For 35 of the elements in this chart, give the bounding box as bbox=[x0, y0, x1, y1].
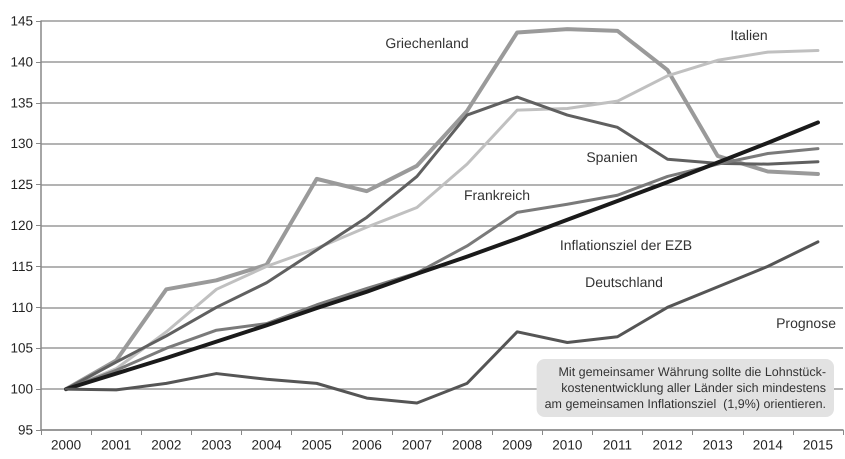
x-tick-label: 2008 bbox=[452, 438, 482, 452]
y-tick-label: 140 bbox=[10, 54, 33, 70]
x-tick-label: 2005 bbox=[302, 438, 332, 452]
y-tick-label: 115 bbox=[11, 258, 33, 274]
y-tick-label: 95 bbox=[18, 422, 33, 438]
y-tick-label: 130 bbox=[10, 136, 33, 152]
y-tick-label: 120 bbox=[10, 218, 33, 233]
x-tick-label: 2009 bbox=[502, 438, 532, 452]
annotation: Mit gemeinsamer Währung sollte die Lohnstück- kostenentwicklung aller Länder sich mindestens am gemeinsamen Inflationsziel (1,9%) orientieren. bbox=[544, 365, 826, 411]
x-tick-label: 2013 bbox=[702, 438, 733, 452]
x-tick-label: 2001 bbox=[101, 438, 132, 452]
series-label: Inflationsziel der EZB bbox=[560, 237, 692, 253]
x-tick-label: 2014 bbox=[752, 438, 784, 452]
x-tick-label: 2007 bbox=[402, 438, 432, 452]
text: Griechenland bbox=[385, 35, 469, 51]
series-label: Deutschland bbox=[585, 274, 663, 290]
x-tick-label: 2004 bbox=[252, 438, 282, 452]
series-label: Frankreich bbox=[464, 187, 530, 203]
series-label: Spanien bbox=[586, 149, 638, 165]
x-tick-label: 2002 bbox=[151, 438, 182, 452]
y-tick-label: 125 bbox=[10, 177, 33, 192]
x-tick-label: 2006 bbox=[352, 438, 382, 452]
x-tick-label: 2000 bbox=[51, 438, 82, 452]
y-tick-label: 145 bbox=[10, 14, 33, 28]
y-tick-label: 110 bbox=[11, 300, 33, 315]
y-tick-label: 100 bbox=[10, 382, 33, 397]
series-label: Italien bbox=[730, 27, 768, 43]
annotation: Prognose bbox=[776, 315, 836, 331]
y-tick-label: 135 bbox=[10, 95, 33, 110]
x-tick-label: 2011 bbox=[602, 438, 632, 452]
x-tick-label: 2015 bbox=[802, 438, 833, 452]
x-tick-label: 2003 bbox=[201, 438, 232, 452]
x-tick-label: 2012 bbox=[652, 438, 683, 452]
y-tick-label: 105 bbox=[10, 340, 33, 356]
x-tick-label: 2010 bbox=[552, 438, 582, 452]
